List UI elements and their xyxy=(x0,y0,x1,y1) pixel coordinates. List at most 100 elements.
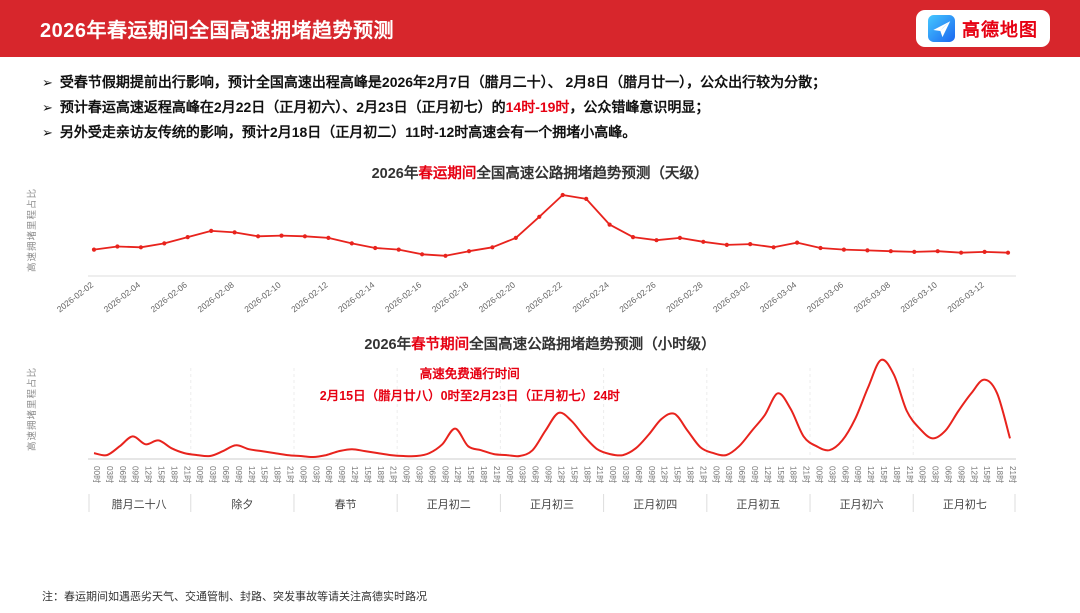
svg-text:2026-02-18: 2026-02-18 xyxy=(430,280,471,315)
svg-text:03时: 03时 xyxy=(931,466,941,483)
svg-text:00时: 00时 xyxy=(195,466,205,483)
svg-text:2026-03-12: 2026-03-12 xyxy=(945,280,986,315)
svg-text:12时: 12时 xyxy=(247,466,257,483)
svg-text:03时: 03时 xyxy=(208,466,218,483)
svg-text:18时: 18时 xyxy=(789,466,799,483)
svg-text:06时: 06时 xyxy=(324,466,334,483)
svg-text:正月初五: 正月初五 xyxy=(736,497,780,511)
daily-chart-section: 2026年春运期间全国高速公路拥堵趋势预测（天级） 高速拥堵里程占比 2026-… xyxy=(0,162,1080,321)
svg-text:00时: 00时 xyxy=(505,466,515,483)
daily-chart-title: 2026年春运期间全国高速公路拥堵趋势预测（天级） xyxy=(371,166,709,182)
amap-logo-icon xyxy=(928,15,955,42)
svg-text:18时: 18时 xyxy=(479,466,489,483)
bullet-text: 受春节假期提前出行影响，预计全国高速出程高峰是2026年2月7日（腊月二十）、 … xyxy=(59,74,827,90)
svg-text:03时: 03时 xyxy=(105,466,115,483)
bullet-visiting-peak: ➢ 另外受走亲访友传统的影响，预计2月18日（正月初二）11时-12时高速会有一… xyxy=(42,120,1044,145)
svg-text:2026-02-06: 2026-02-06 xyxy=(149,280,190,315)
svg-text:06时: 06时 xyxy=(531,466,541,483)
svg-text:03时: 03时 xyxy=(724,466,734,483)
svg-text:00时: 00时 xyxy=(298,466,308,483)
svg-text:09时: 09时 xyxy=(544,466,554,483)
svg-text:15时: 15时 xyxy=(673,466,683,483)
svg-text:15时: 15时 xyxy=(260,466,270,483)
daily-chart-ylabel: 高速拥堵里程占比 xyxy=(27,187,39,273)
svg-text:06时: 06时 xyxy=(737,466,747,483)
svg-text:09时: 09时 xyxy=(131,466,141,483)
svg-text:18时: 18时 xyxy=(376,466,386,483)
svg-text:2026-02-02: 2026-02-02 xyxy=(55,280,96,315)
svg-text:15时: 15时 xyxy=(363,466,373,483)
svg-text:00时: 00时 xyxy=(608,466,618,483)
svg-text:2026-03-06: 2026-03-06 xyxy=(805,280,846,315)
svg-text:15时: 15时 xyxy=(776,466,786,483)
bullet-text: 另外受走亲访友传统的影响，预计2月18日（正月初二）11时-12时高速会有一个拥… xyxy=(59,124,637,140)
svg-text:2026-02-26: 2026-02-26 xyxy=(617,280,658,315)
daily-line-chart: 2026-02-02 2026-02-04 2026-02-06 2026-02-08… xyxy=(55,192,1016,315)
hourly-line-chart: 00时 03时 06时 09时 12时 15时 18时 21时 00时 03时 06时 09时 12时 1… xyxy=(88,358,1018,512)
svg-text:正月初六: 正月初六 xyxy=(840,497,884,511)
svg-text:除夕: 除夕 xyxy=(231,497,253,511)
svg-text:18时: 18时 xyxy=(169,466,179,483)
daily-chart-wrap: 高速拥堵里程占比 2026-02-02 2026-02-04 2026-02-06 2… xyxy=(0,183,1080,321)
svg-text:15时: 15时 xyxy=(569,466,579,483)
summary-bullets: ➢ 受春节假期提前出行影响，预计全国高速出程高峰是2026年2月7日（腊月二十）… xyxy=(0,57,1080,145)
svg-text:12时: 12时 xyxy=(660,466,670,483)
svg-text:21时: 21时 xyxy=(1008,466,1018,483)
svg-text:2026-02-20: 2026-02-20 xyxy=(477,280,518,315)
svg-text:00时: 00时 xyxy=(711,466,721,483)
svg-text:18时: 18时 xyxy=(892,466,902,483)
svg-text:00时: 00时 xyxy=(918,466,928,483)
svg-text:2026-03-08: 2026-03-08 xyxy=(852,280,893,315)
svg-text:21时: 21时 xyxy=(182,466,192,483)
svg-text:12时: 12时 xyxy=(144,466,154,483)
svg-text:21时: 21时 xyxy=(698,466,708,483)
svg-text:12时: 12时 xyxy=(969,466,979,483)
footnote: 注：春运期间如遇恶劣天气、交通管制、封路、突发事故等请关注高德实时路况 xyxy=(42,591,427,603)
svg-text:12时: 12时 xyxy=(556,466,566,483)
svg-text:15时: 15时 xyxy=(982,466,992,483)
svg-text:15时: 15时 xyxy=(879,466,889,483)
svg-text:06时: 06时 xyxy=(221,466,231,483)
svg-text:2026-02-10: 2026-02-10 xyxy=(242,280,283,315)
svg-text:腊月二十八: 腊月二十八 xyxy=(112,497,167,511)
brand-name: 高德地图 xyxy=(962,19,1038,40)
svg-text:正月初四: 正月初四 xyxy=(633,497,677,511)
svg-text:06时: 06时 xyxy=(943,466,953,483)
svg-text:03时: 03时 xyxy=(518,466,528,483)
svg-text:21时: 21时 xyxy=(905,466,915,483)
svg-text:03时: 03时 xyxy=(415,466,425,483)
svg-text:正月初二: 正月初二 xyxy=(427,497,471,511)
page-title: 2026年春运期间全国高速拥堵趋势预测 xyxy=(40,20,394,42)
svg-text:2026-02-16: 2026-02-16 xyxy=(383,280,424,315)
svg-text:12时: 12时 xyxy=(350,466,360,483)
bullet-arrow-icon: ➢ xyxy=(42,75,53,90)
svg-text:00时: 00时 xyxy=(814,466,824,483)
svg-text:12时: 12时 xyxy=(866,466,876,483)
svg-text:03时: 03时 xyxy=(827,466,837,483)
svg-text:09时: 09时 xyxy=(337,466,347,483)
svg-text:正月初三: 正月初三 xyxy=(530,497,574,511)
svg-text:09时: 09时 xyxy=(750,466,760,483)
svg-text:2026-02-24: 2026-02-24 xyxy=(570,280,611,315)
svg-text:2026-03-02: 2026-03-02 xyxy=(711,280,752,315)
bullet-text: 预计春运高速返程高峰在2月22日（正月初六）、2月23日（正月初七）的14时-1… xyxy=(59,99,710,115)
svg-text:06时: 06时 xyxy=(427,466,437,483)
svg-text:18时: 18时 xyxy=(685,466,695,483)
svg-text:12时: 12时 xyxy=(453,466,463,483)
svg-text:春节: 春节 xyxy=(335,498,357,511)
svg-text:06时: 06时 xyxy=(840,466,850,483)
svg-text:15时: 15时 xyxy=(466,466,476,483)
svg-text:2026-02-04: 2026-02-04 xyxy=(102,280,143,315)
svg-text:2026-02-22: 2026-02-22 xyxy=(524,280,565,315)
svg-text:正月初七: 正月初七 xyxy=(943,497,987,511)
bullet-arrow-icon: ➢ xyxy=(42,125,53,140)
bullet-arrow-icon: ➢ xyxy=(42,100,53,115)
svg-text:00时: 00时 xyxy=(402,466,412,483)
svg-text:2026-02-14: 2026-02-14 xyxy=(336,280,377,315)
hourly-chart-wrap: 高速免费通行时间 2月15日（腊月廿八）0时至2月23日（正月初七）24时 高速… xyxy=(0,354,1080,524)
svg-text:2026-03-04: 2026-03-04 xyxy=(758,280,799,315)
svg-text:21时: 21时 xyxy=(802,466,812,483)
svg-text:03时: 03时 xyxy=(311,466,321,483)
hourly-chart-ylabel: 高速拥堵里程占比 xyxy=(27,366,39,452)
svg-text:18时: 18时 xyxy=(995,466,1005,483)
